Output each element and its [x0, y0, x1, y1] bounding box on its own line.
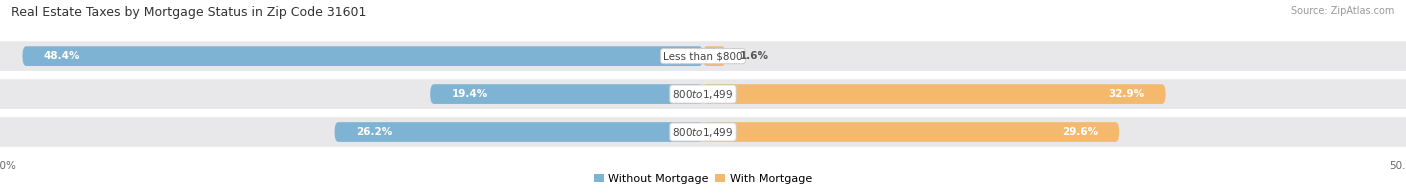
FancyBboxPatch shape	[335, 122, 703, 142]
Text: 1.6%: 1.6%	[740, 51, 769, 61]
Text: 19.4%: 19.4%	[451, 89, 488, 99]
FancyBboxPatch shape	[0, 41, 1406, 71]
Text: Real Estate Taxes by Mortgage Status in Zip Code 31601: Real Estate Taxes by Mortgage Status in …	[11, 6, 367, 19]
Text: $800 to $1,499: $800 to $1,499	[672, 88, 734, 101]
FancyBboxPatch shape	[703, 122, 1119, 142]
Text: $800 to $1,499: $800 to $1,499	[672, 125, 734, 139]
FancyBboxPatch shape	[0, 79, 1406, 109]
Text: 32.9%: 32.9%	[1108, 89, 1144, 99]
FancyBboxPatch shape	[703, 84, 1166, 104]
Legend: Without Mortgage, With Mortgage: Without Mortgage, With Mortgage	[589, 170, 817, 189]
Text: Source: ZipAtlas.com: Source: ZipAtlas.com	[1291, 6, 1395, 16]
FancyBboxPatch shape	[0, 117, 1406, 147]
Text: 29.6%: 29.6%	[1062, 127, 1098, 137]
FancyBboxPatch shape	[703, 46, 725, 66]
Text: Less than $800: Less than $800	[664, 51, 742, 61]
FancyBboxPatch shape	[22, 46, 703, 66]
Text: 48.4%: 48.4%	[44, 51, 80, 61]
FancyBboxPatch shape	[430, 84, 703, 104]
Text: 26.2%: 26.2%	[356, 127, 392, 137]
